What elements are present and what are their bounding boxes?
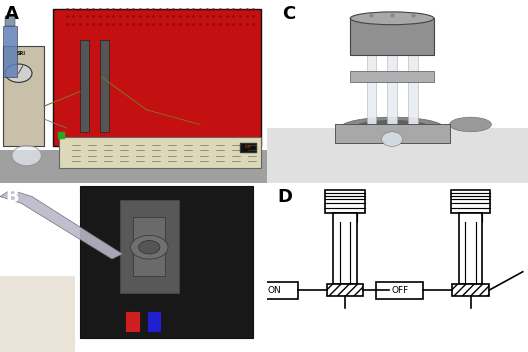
- Bar: [325, 190, 365, 213]
- Text: 0.0: 0.0: [244, 145, 251, 149]
- Ellipse shape: [350, 12, 434, 25]
- Circle shape: [382, 132, 402, 146]
- Bar: [3, 26, 17, 77]
- Bar: [133, 217, 165, 276]
- Bar: [5, 17, 15, 26]
- Bar: [251, 282, 298, 299]
- Bar: [452, 284, 489, 296]
- Circle shape: [12, 145, 41, 166]
- Ellipse shape: [340, 117, 445, 139]
- Bar: [333, 213, 357, 284]
- Bar: [267, 128, 528, 183]
- Bar: [451, 190, 490, 213]
- Ellipse shape: [450, 117, 492, 132]
- Bar: [53, 9, 261, 146]
- Bar: [327, 284, 363, 296]
- Bar: [59, 137, 261, 168]
- Polygon shape: [0, 190, 122, 259]
- Circle shape: [139, 240, 160, 254]
- Text: ON: ON: [268, 286, 281, 295]
- Bar: [335, 125, 450, 143]
- Bar: [333, 213, 357, 222]
- Text: SRI: SRI: [17, 51, 26, 56]
- Bar: [120, 200, 178, 293]
- Text: C: C: [282, 6, 296, 24]
- Ellipse shape: [353, 120, 431, 136]
- Bar: [147, 312, 162, 332]
- Text: OFF: OFF: [391, 286, 409, 295]
- Bar: [0, 150, 267, 183]
- Text: D: D: [277, 188, 292, 206]
- Bar: [459, 213, 482, 284]
- Bar: [387, 37, 398, 132]
- Bar: [459, 213, 482, 222]
- Text: A: A: [5, 6, 19, 24]
- Bar: [125, 312, 140, 332]
- Bar: [80, 187, 253, 339]
- Bar: [376, 282, 423, 299]
- Bar: [240, 143, 256, 152]
- Bar: [0, 276, 74, 352]
- Bar: [409, 37, 418, 132]
- Bar: [366, 37, 376, 132]
- Bar: [350, 18, 434, 55]
- Circle shape: [130, 235, 168, 259]
- Bar: [100, 40, 109, 132]
- Text: B: B: [5, 188, 19, 206]
- Circle shape: [5, 64, 32, 82]
- Bar: [80, 40, 89, 132]
- Bar: [350, 71, 434, 82]
- Bar: [3, 46, 44, 146]
